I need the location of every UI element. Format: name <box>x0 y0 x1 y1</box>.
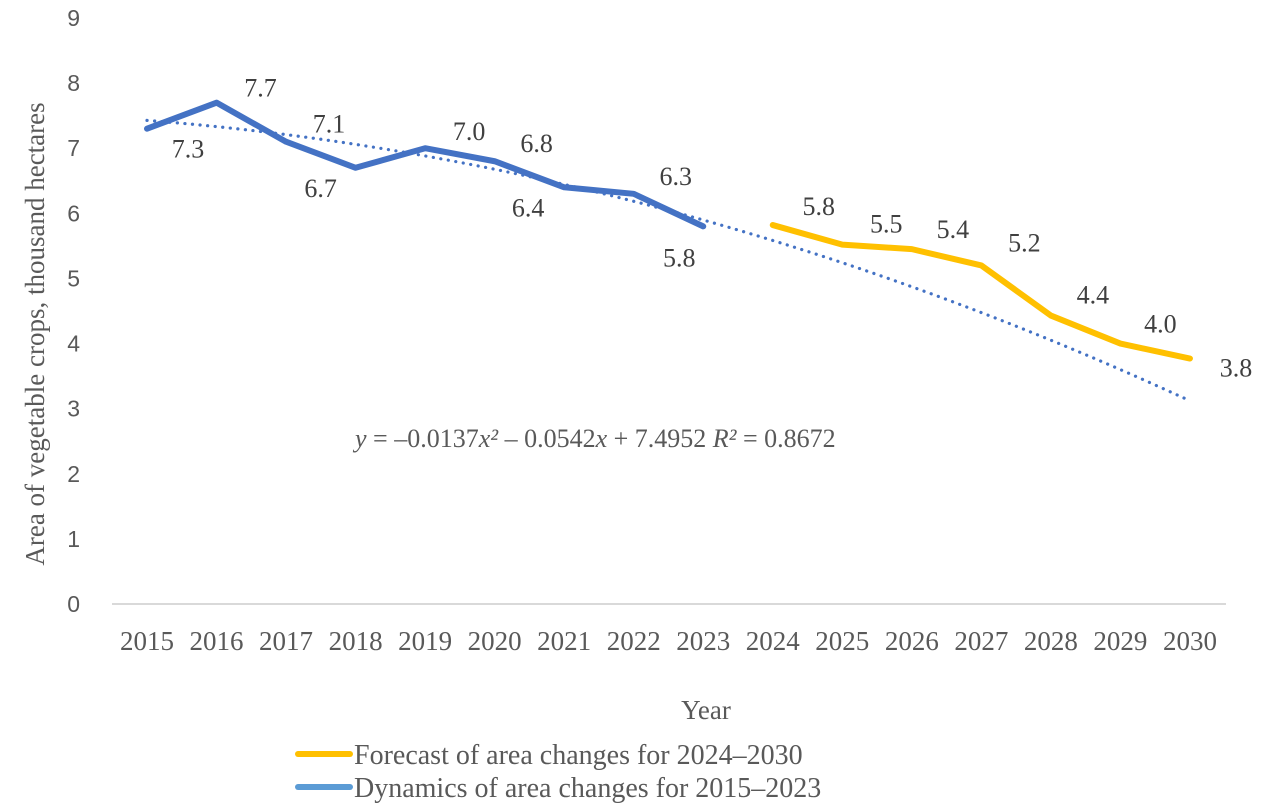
data-label-forecast-2026: 5.4 <box>937 215 970 244</box>
data-label-dynamics-2017: 7.1 <box>313 110 346 139</box>
legend-label-dynamics: Dynamics of area changes for 2015–2023 <box>354 773 821 804</box>
y-tick-label: 5 <box>67 265 80 291</box>
y-tick-label: 3 <box>67 396 80 422</box>
data-label-dynamics-2020: 6.8 <box>520 129 553 158</box>
equation-part: – 0.0542 <box>498 424 596 453</box>
data-label-dynamics-2019: 7.0 <box>453 117 486 146</box>
x-tick-label: 2022 <box>607 626 661 656</box>
data-label-forecast-2024: 5.8 <box>803 192 836 221</box>
x-tick-label: 2021 <box>537 626 591 656</box>
y-tick-label: 9 <box>67 5 80 31</box>
data-labels-layer: 7.3 7.7 7.1 6.7 7.0 6.8 6.4 6.3 5.8 5.8 5.5 5.4 5.2 4… <box>172 74 1252 383</box>
equation-part: + 7.4952 <box>607 424 713 453</box>
series-line-forecast <box>769 222 1193 362</box>
x-tick-label: 2025 <box>815 626 869 656</box>
x-tick-label: 2028 <box>1024 626 1078 656</box>
data-label-forecast-2028: 4.4 <box>1077 281 1110 310</box>
x-tick-label: 2017 <box>259 626 313 656</box>
x-tick-label: 2030 <box>1163 626 1217 656</box>
y-tick-label: 2 <box>67 461 80 487</box>
equation-part: R² <box>712 424 738 453</box>
legend: Forecast of area changes for 2024–2030 D… <box>295 740 821 804</box>
data-label-dynamics-2015: 7.3 <box>172 135 205 164</box>
data-label-forecast-2030: 3.8 <box>1220 354 1253 383</box>
data-label-dynamics-2021: 6.4 <box>512 193 545 222</box>
equation-part: x <box>595 424 608 453</box>
equation-part: x² <box>478 424 500 453</box>
x-tick-label: 2026 <box>885 626 939 656</box>
equation-part: y <box>352 424 367 453</box>
x-tick-label: 2024 <box>746 626 801 656</box>
series-layer <box>144 99 1193 362</box>
legend-item-dynamics[interactable]: Dynamics of area changes for 2015–2023 <box>295 773 821 804</box>
y-tick-label: 1 <box>67 526 80 552</box>
x-tick-label: 2023 <box>676 626 730 656</box>
y-tick-label: 7 <box>67 135 80 161</box>
x-tick-label: 2016 <box>190 626 244 656</box>
y-axis-title: Area of vegetable crops, thousand hectar… <box>20 102 50 565</box>
data-label-forecast-2025: 5.5 <box>870 210 903 239</box>
y-tick-label: 0 <box>67 591 80 617</box>
trendline-equation: y = –0.0137x² – 0.0542x + 7.4952 R² = 0.… <box>352 424 836 453</box>
equation-part: = –0.0137 <box>367 424 479 453</box>
x-tick-label: 2027 <box>954 626 1008 656</box>
y-tick-label: 6 <box>67 200 80 226</box>
data-label-dynamics-2018: 6.7 <box>304 174 337 203</box>
y-axis-ticks: 0 1 2 3 4 5 6 7 8 9 <box>67 5 80 617</box>
x-tick-label: 2020 <box>468 626 522 656</box>
trendline <box>145 118 1192 403</box>
data-label-forecast-2027: 5.2 <box>1008 228 1041 257</box>
data-label-dynamics-2016: 7.7 <box>244 74 277 103</box>
legend-item-forecast[interactable]: Forecast of area changes for 2024–2030 <box>295 740 803 771</box>
data-label-dynamics-2022: 6.3 <box>659 162 692 191</box>
x-tick-label: 2018 <box>329 626 383 656</box>
x-tick-label: 2019 <box>398 626 452 656</box>
x-tick-label: 2029 <box>1093 626 1147 656</box>
equation-part: = 0.8672 <box>736 424 835 453</box>
x-axis-title: Year <box>681 695 731 725</box>
x-tick-label: 2015 <box>120 626 174 656</box>
data-label-forecast-2029: 4.0 <box>1144 310 1177 339</box>
series-line-dynamics <box>144 99 707 230</box>
x-axis-ticks: 2015 2016 2017 2018 2019 2020 2021 2022 2023 2024… <box>120 626 1217 656</box>
legend-label-forecast: Forecast of area changes for 2024–2030 <box>354 740 803 771</box>
data-label-dynamics-2023: 5.8 <box>663 243 696 272</box>
y-tick-label: 8 <box>67 70 80 96</box>
trendline-layer <box>145 118 1192 403</box>
y-tick-label: 4 <box>67 331 80 357</box>
